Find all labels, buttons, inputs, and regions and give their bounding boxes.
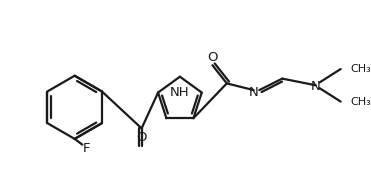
Text: O: O xyxy=(207,51,218,64)
Text: F: F xyxy=(82,142,90,155)
Text: CH₃: CH₃ xyxy=(350,64,371,74)
Text: NH: NH xyxy=(170,86,190,99)
Text: O: O xyxy=(137,131,147,144)
Text: N: N xyxy=(249,86,259,98)
Text: N: N xyxy=(311,80,321,93)
Text: CH₃: CH₃ xyxy=(350,97,371,107)
